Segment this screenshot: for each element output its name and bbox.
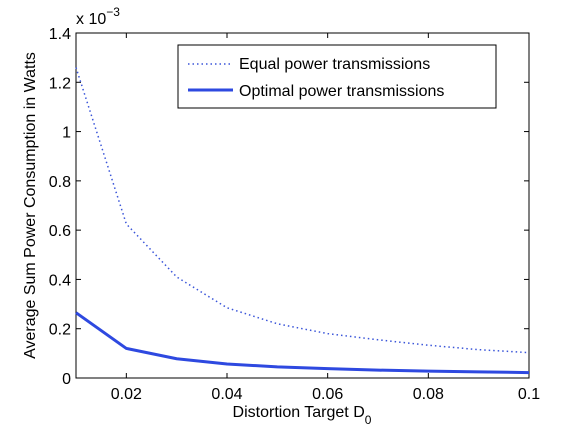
legend-label-equal: Equal power transmissions (239, 56, 430, 73)
x-axis-label: Distortion Target D0 (233, 404, 372, 427)
series-line-optimal-power (75, 311, 530, 375)
legend-box (177, 44, 497, 109)
x-axis-label-text: Distortion Target D (233, 404, 365, 421)
y-tick-label: 1 (62, 125, 71, 142)
y-multiplier-exponent: −3 (106, 5, 120, 19)
y-multiplier-base: x 10 (76, 11, 106, 28)
y-tick-label: 0 (62, 371, 71, 388)
series-group (75, 67, 530, 375)
y-tick-label: 0.6 (49, 223, 71, 240)
legend-label-optimal: Optimal power transmissions (239, 83, 444, 100)
x-tick-label: 0.06 (312, 386, 343, 403)
x-tick-label: 0.02 (111, 386, 142, 403)
y-axis: 0 0.2 0.4 0.6 0.8 1 1.2 1.4 (49, 26, 529, 388)
x-axis-label-subscript: 0 (365, 413, 372, 427)
x-tick-label: 0.1 (518, 386, 540, 403)
y-tick-label: 0.2 (49, 322, 71, 339)
x-tick-label: 0.08 (413, 386, 444, 403)
legend: Equal power transmissions Optimal power … (177, 44, 497, 109)
series-line-equal-power (75, 67, 530, 354)
y-tick-label: 1.4 (49, 26, 71, 43)
y-axis-label: Average Sum Power Consumption in Watts (22, 52, 39, 359)
y-axis-multiplier: x 10−3 (76, 5, 120, 28)
x-tick-label: 0.04 (211, 386, 242, 403)
y-tick-label: 0.4 (49, 272, 71, 289)
x-axis: 0.02 0.04 0.06 0.08 0.1 (111, 33, 540, 403)
y-tick-label: 0.8 (49, 174, 71, 191)
y-tick-label: 1.2 (49, 75, 71, 92)
